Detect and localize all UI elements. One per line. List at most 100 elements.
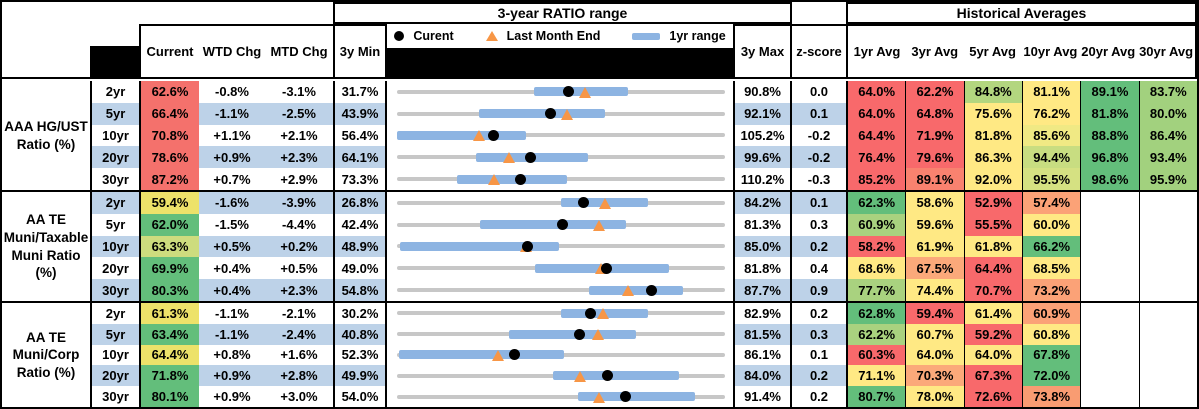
avg-cell: 89.1% — [905, 168, 964, 190]
last-month-marker — [488, 174, 501, 186]
last-month-marker — [473, 130, 486, 142]
one-year-range-bar — [552, 371, 679, 381]
max-3y-cell: 91.4% — [735, 386, 792, 407]
mtd-chg-cell: +2.8% — [265, 365, 335, 387]
one-year-range-bar — [456, 174, 567, 184]
tenor-cell: 2yr — [92, 192, 141, 214]
z-score-cell: 0.2 — [792, 386, 848, 407]
table-row: 5yr 62.0% -1.5% -4.4% 42.4% 81.3% 0.3 60… — [92, 213, 1197, 236]
avg-cell: 59.6% — [905, 213, 964, 236]
chart-header-black-bar — [387, 48, 733, 79]
range-chart-cell — [387, 344, 735, 366]
avg-cells: 68.6% 67.5% 64.4% 68.5% — [848, 257, 1197, 280]
min-3y-cell: 49.0% — [335, 257, 387, 280]
current-cell: 66.4% — [141, 102, 199, 125]
avg-cell: 60.0% — [1021, 213, 1081, 236]
avg-cells: 62.8% 59.4% 61.4% 60.9% — [848, 303, 1197, 324]
avg-cell: 66.2% — [1021, 235, 1081, 258]
last-month-marker — [593, 391, 606, 403]
table-row: 2yr 61.3% -1.1% -2.1% 30.2% 82.9% 0.2 62… — [92, 303, 1197, 324]
row-group: AAA HG/UST Ratio (%) 2yr 62.6% -0.8% -3.… — [2, 81, 1197, 192]
wtd-chg-cell: -1.1% — [199, 102, 265, 125]
table-row: 5yr 66.4% -1.1% -2.5% 43.9% 92.1% 0.1 64… — [92, 102, 1197, 125]
last-month-marker — [591, 329, 604, 341]
mtd-chg-cell: -3.1% — [265, 81, 335, 103]
avg-cell: 64.4% — [963, 257, 1022, 280]
min-3y-cell: 56.4% — [335, 124, 387, 147]
last-month-marker — [592, 219, 605, 231]
tenor-cell: 2yr — [92, 303, 141, 324]
wtd-chg-cell: +1.1% — [213, 127, 251, 143]
avg-cell — [1138, 386, 1197, 407]
avg-cell: 81.8% — [1080, 102, 1139, 125]
max-3y-cell: 84.2% — [735, 192, 792, 214]
avg-cell: 76.4% — [848, 146, 906, 169]
z-score-cell: 0.9 — [792, 279, 848, 301]
mtd-chg-cell: -2.4% — [265, 323, 335, 345]
table-row: 10yr 70.8% +1.1% +2.1% 56.4% 105.2% -0.2… — [92, 124, 1197, 147]
range-chart-cell — [387, 365, 735, 387]
avg-cell: 77.7% — [848, 279, 906, 301]
avg-cell: 55.5% — [963, 213, 1022, 236]
range-chart-cell — [387, 279, 735, 301]
avg-cell: 62.8% — [848, 303, 906, 324]
current-marker — [620, 391, 632, 403]
min-3y-cell: 42.4% — [335, 213, 387, 236]
avg-cells: 62.3% 58.6% 52.9% 57.4% — [848, 192, 1197, 214]
z-score-cell: 0.2 — [792, 235, 848, 258]
avg-column-header: 3yr Avg — [911, 44, 959, 59]
avg-cell: 94.4% — [1021, 146, 1081, 169]
avg-cell: 61.9% — [905, 235, 964, 258]
current-cell: 61.3% — [141, 303, 199, 324]
current-marker — [562, 86, 574, 98]
avg-cell: 62.3% — [848, 192, 906, 214]
current-marker — [645, 284, 657, 296]
row-group: AA TE Muni/Corp Ratio (%) 2yr 61.3% -1.1… — [2, 303, 1197, 407]
range-chart-cell — [387, 146, 735, 169]
one-year-range-bar — [399, 241, 559, 251]
avg-cell: 95.5% — [1021, 168, 1081, 190]
avg-cell: 81.8% — [963, 124, 1022, 147]
max-3y-cell: 81.3% — [735, 213, 792, 236]
z-score-spacer — [790, 2, 848, 24]
range-chart-cell — [387, 386, 735, 407]
avg-cell: 61.8% — [963, 235, 1022, 258]
current-column-header: Current — [146, 44, 194, 59]
z-score-cell: 0.2 — [792, 365, 848, 387]
current-marker — [488, 129, 500, 141]
avg-cells: 77.7% 74.4% 70.7% 73.2% — [848, 279, 1197, 301]
mtd-chg-cell: -3.9% — [265, 192, 335, 214]
avg-cell — [1080, 386, 1138, 407]
tenor-cell: 10yr — [92, 344, 141, 366]
tenor-cell: 30yr — [92, 168, 141, 190]
wtd-chg-cell: +0.4% — [213, 260, 251, 276]
avg-cell: 95.9% — [1138, 168, 1197, 190]
avg-cell: 72.6% — [963, 386, 1022, 407]
avg-cells: 64.4% 71.9% 81.8% 85.6% 88.8% 86.4% — [848, 124, 1197, 147]
avg-cell: 58.2% — [848, 235, 906, 258]
wtd-chg-cell: +0.9% — [199, 365, 265, 387]
avg-cell: 76.2% — [1021, 102, 1081, 125]
min-3y-cell: 31.7% — [335, 81, 387, 103]
max-3y-cell: 86.1% — [735, 344, 792, 366]
tenor-cell: 10yr — [92, 124, 141, 147]
avg-cell — [1138, 257, 1197, 280]
range-chart-cell — [387, 168, 735, 190]
avg-cell: 67.3% — [963, 365, 1022, 387]
current-marker — [602, 370, 614, 382]
avg-cell: 85.2% — [848, 168, 906, 190]
current-cell: 64.4% — [141, 344, 199, 366]
max-3y-cell: 105.2% — [735, 124, 792, 147]
mtd-chg-cell: +2.3% — [265, 146, 335, 169]
avg-cell: 60.7% — [905, 323, 964, 345]
avg-cell: 74.4% — [905, 279, 964, 301]
current-marker — [577, 197, 589, 209]
tenor-cell: 5yr — [92, 323, 141, 345]
max-3y-column-header: 3y Max — [733, 24, 792, 79]
max-3y-cell: 87.7% — [735, 279, 792, 301]
avg-cells: 64.0% 62.2% 84.8% 81.1% 89.1% 83.7% — [848, 81, 1197, 103]
one-year-range-bar — [509, 329, 637, 339]
table-header: 3-year RATIO range Historical Averages C… — [2, 2, 1197, 79]
mtd-chg-cell: +3.0% — [265, 386, 335, 407]
